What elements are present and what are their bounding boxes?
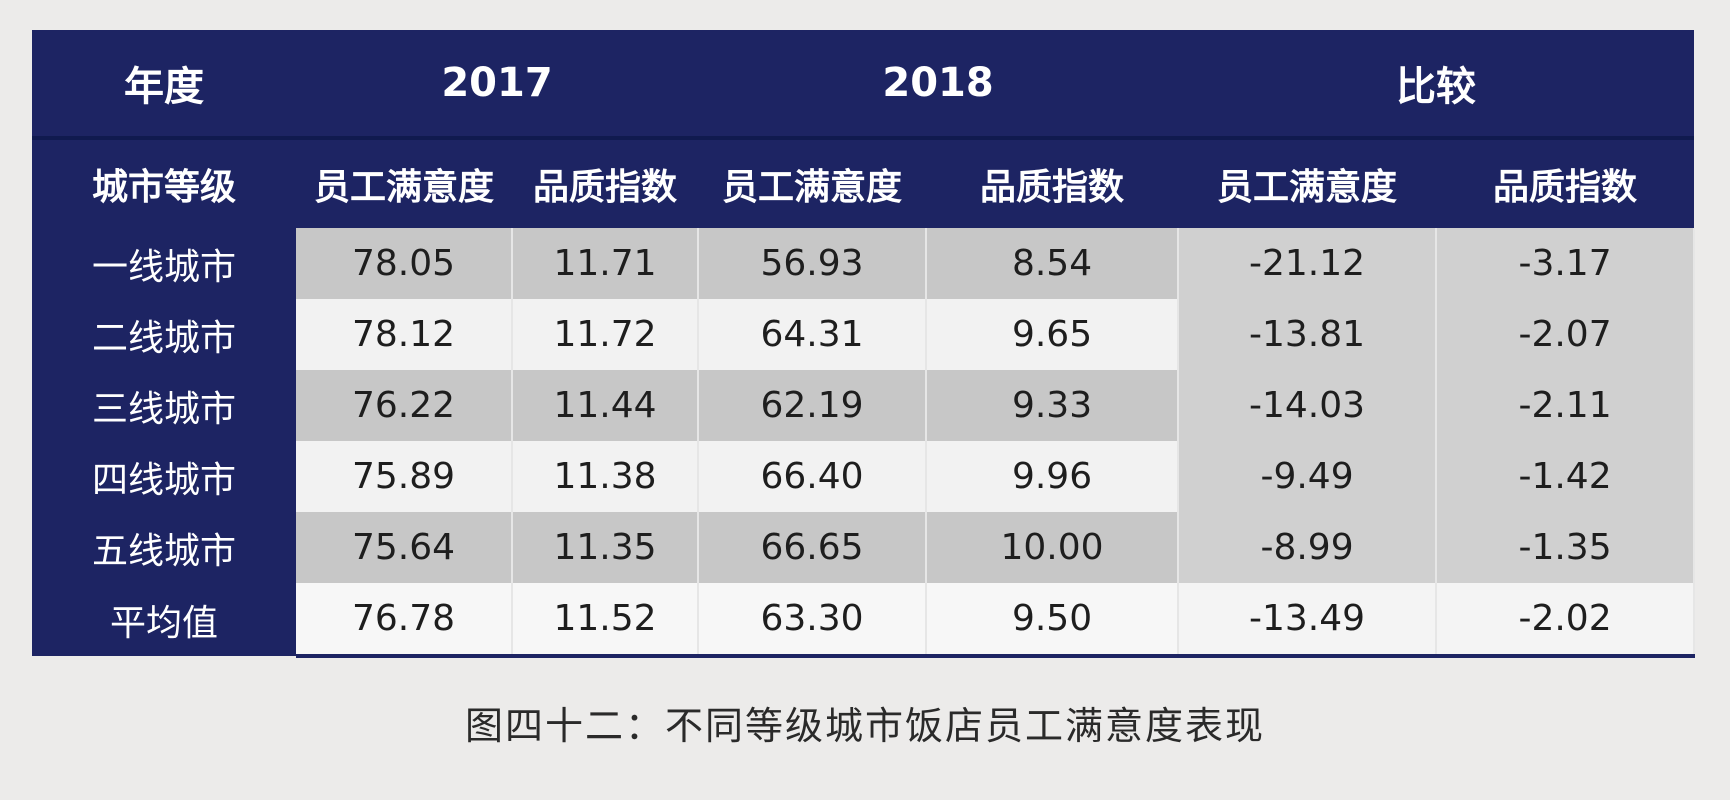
quality-2017-cell: 11.52 [512, 583, 700, 658]
quality-change-cell: -1.35 [1436, 512, 1696, 583]
quality-change-cell: -2.02 [1436, 583, 1696, 658]
satisfaction-change-cell: -9.49 [1178, 441, 1438, 512]
satisfaction-2018-cell: 56.93 [698, 228, 928, 299]
quality-2017-cell: 11.71 [512, 228, 700, 299]
quality-change-cell: -2.11 [1436, 370, 1696, 441]
quality-2018-cell: 9.65 [926, 299, 1180, 370]
satisfaction-change-cell: -21.12 [1178, 228, 1438, 299]
satisfaction-table-container: 年度 2017 2018 比较 城市等级 员工满意度 品质指数 员工满意度 品质… [32, 30, 1696, 658]
satisfaction-change-cell: -13.49 [1178, 583, 1438, 658]
quality-change-cell: -3.17 [1436, 228, 1696, 299]
satisfaction-2017-cell: 78.12 [296, 299, 513, 370]
table-row: 三线城市 76.22 11.44 62.19 9.33 -14.03 -2.11 [32, 370, 1696, 441]
satisfaction-2018-cell: 66.40 [698, 441, 928, 512]
figure-caption: 图四十二：不同等级城市饭店员工满意度表现 [464, 704, 1265, 748]
quality-2018-cell: 10.00 [926, 512, 1180, 583]
city-level-cell: 一线城市 [32, 228, 296, 299]
quality-2018-cell: 8.54 [926, 228, 1180, 299]
year-label-header: 年度 [32, 30, 296, 140]
quality-2018-cell: 9.33 [926, 370, 1180, 441]
satisfaction-2018-cell: 66.65 [698, 512, 928, 583]
satisfaction-2017-cell: 76.78 [296, 583, 513, 658]
city-level-cell: 二线城市 [32, 299, 296, 370]
quality-2017-header: 品质指数 [512, 138, 699, 228]
quality-2018-header: 品质指数 [926, 138, 1179, 228]
satisfaction-2017-cell: 78.05 [296, 228, 513, 299]
city-level-cell: 三线城市 [32, 370, 296, 441]
city-level-header: 城市等级 [32, 138, 296, 228]
satisfaction-compare-header: 员工满意度 [1178, 138, 1437, 228]
city-level-cell: 平均值 [32, 583, 296, 656]
satisfaction-2017-header: 员工满意度 [296, 138, 512, 228]
satisfaction-change-cell: -14.03 [1178, 370, 1438, 441]
quality-2017-cell: 11.44 [512, 370, 700, 441]
quality-2017-cell: 11.35 [512, 512, 700, 583]
quality-2018-cell: 9.96 [926, 441, 1180, 512]
year-2018-header: 2018 [698, 30, 1179, 140]
satisfaction-2017-cell: 75.64 [296, 512, 513, 583]
quality-2018-cell: 9.50 [926, 583, 1180, 658]
table-row: 五线城市 75.64 11.35 66.65 10.00 -8.99 -1.35 [32, 512, 1696, 583]
quality-change-cell: -2.07 [1436, 299, 1696, 370]
year-header-row: 年度 2017 2018 比较 [32, 30, 1695, 140]
table-row: 一线城市 78.05 11.71 56.93 8.54 -21.12 -3.17 [32, 228, 1696, 299]
table-row: 四线城市 75.89 11.38 66.40 9.96 -9.49 -1.42 [32, 441, 1696, 512]
table-row: 平均值 76.78 11.52 63.30 9.50 -13.49 -2.02 [32, 583, 1696, 658]
quality-compare-header: 品质指数 [1436, 138, 1695, 228]
satisfaction-2017-cell: 76.22 [296, 370, 513, 441]
year-2017-header: 2017 [296, 30, 699, 140]
city-level-cell: 五线城市 [32, 512, 296, 583]
compare-header: 比较 [1178, 30, 1695, 140]
satisfaction-2018-header: 员工满意度 [698, 138, 927, 228]
table-row: 二线城市 78.12 11.72 64.31 9.65 -13.81 -2.07 [32, 299, 1696, 370]
satisfaction-table: 年度 2017 2018 比较 城市等级 员工满意度 品质指数 员工满意度 品质… [32, 30, 1696, 658]
column-header-row: 城市等级 员工满意度 品质指数 员工满意度 品质指数 员工满意度 品质指数 [32, 138, 1695, 228]
satisfaction-change-cell: -13.81 [1178, 299, 1438, 370]
city-level-cell: 四线城市 [32, 441, 296, 512]
quality-2017-cell: 11.38 [512, 441, 700, 512]
satisfaction-change-cell: -8.99 [1178, 512, 1438, 583]
satisfaction-2018-cell: 62.19 [698, 370, 928, 441]
satisfaction-2018-cell: 63.30 [698, 583, 928, 658]
quality-change-cell: -1.42 [1436, 441, 1696, 512]
satisfaction-2018-cell: 64.31 [698, 299, 928, 370]
quality-2017-cell: 11.72 [512, 299, 700, 370]
satisfaction-2017-cell: 75.89 [296, 441, 513, 512]
